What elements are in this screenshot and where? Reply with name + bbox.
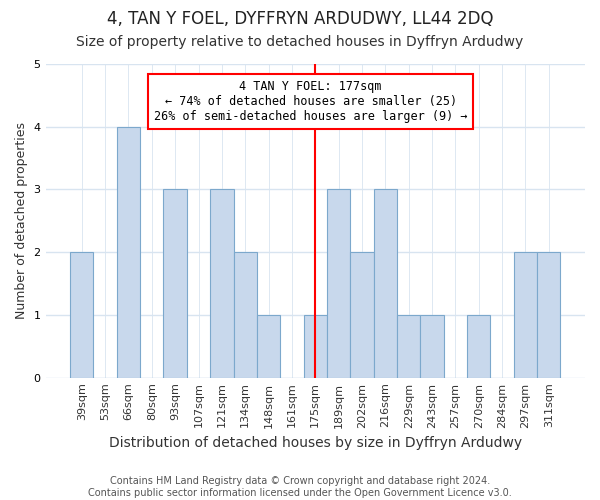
Text: 4, TAN Y FOEL, DYFFRYN ARDUDWY, LL44 2DQ: 4, TAN Y FOEL, DYFFRYN ARDUDWY, LL44 2DQ	[107, 10, 493, 28]
Bar	[304, 315, 327, 378]
Text: Size of property relative to detached houses in Dyffryn Ardudwy: Size of property relative to detached ho…	[76, 35, 524, 49]
Bar	[70, 252, 94, 378]
X-axis label: Distribution of detached houses by size in Dyffryn Ardudwy: Distribution of detached houses by size …	[109, 436, 522, 450]
Bar	[374, 190, 397, 378]
Bar	[537, 252, 560, 378]
Bar	[514, 252, 537, 378]
Bar	[397, 315, 421, 378]
Bar	[117, 126, 140, 378]
Text: 4 TAN Y FOEL: 177sqm
← 74% of detached houses are smaller (25)
26% of semi-detac: 4 TAN Y FOEL: 177sqm ← 74% of detached h…	[154, 80, 467, 122]
Bar	[163, 190, 187, 378]
Bar	[233, 252, 257, 378]
Y-axis label: Number of detached properties: Number of detached properties	[15, 122, 28, 320]
Bar	[327, 190, 350, 378]
Text: Contains HM Land Registry data © Crown copyright and database right 2024.
Contai: Contains HM Land Registry data © Crown c…	[88, 476, 512, 498]
Bar	[467, 315, 490, 378]
Bar	[210, 190, 233, 378]
Bar	[421, 315, 444, 378]
Bar	[257, 315, 280, 378]
Bar	[350, 252, 374, 378]
